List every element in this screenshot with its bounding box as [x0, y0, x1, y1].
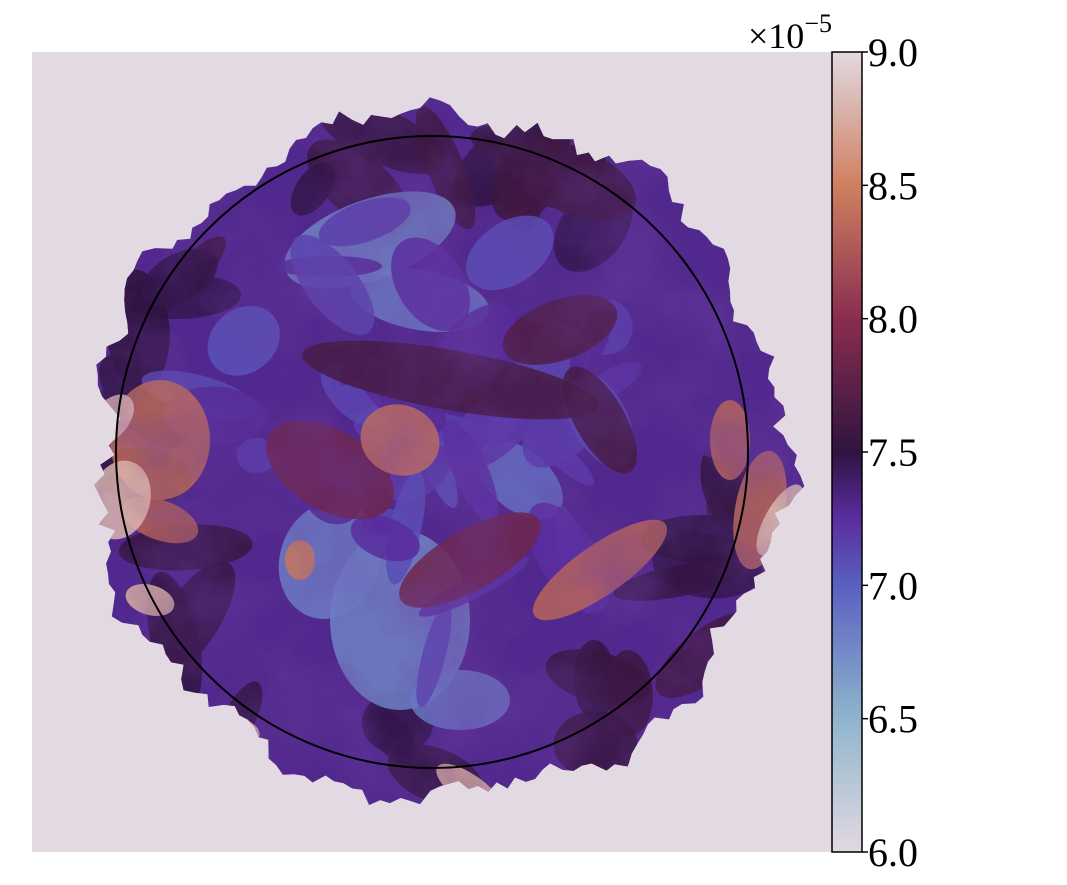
- colorbar-tick-label: 8.0: [868, 297, 918, 342]
- colorbar: [831, 51, 863, 853]
- colorbar-ticks: 6.0 6.5 7.0 7.5 8.0 8.5 9.0: [862, 30, 918, 875]
- reference-circle: [115, 135, 749, 769]
- colorbar-tick-label: 7.5: [868, 430, 918, 475]
- colorbar-tick-label: 8.5: [868, 163, 918, 208]
- colorbar-tick-label: 7.0: [868, 563, 918, 608]
- colorbar-multiplier-exponent: −5: [804, 9, 832, 38]
- colorbar-tick-label: 9.0: [868, 30, 918, 75]
- colorbar-multiplier-base: ×10: [748, 16, 804, 56]
- colorbar-multiplier: ×10−5: [748, 9, 832, 56]
- colorbar-tick-label: 6.0: [868, 830, 918, 875]
- colorbar-tick-label: 6.5: [868, 697, 918, 742]
